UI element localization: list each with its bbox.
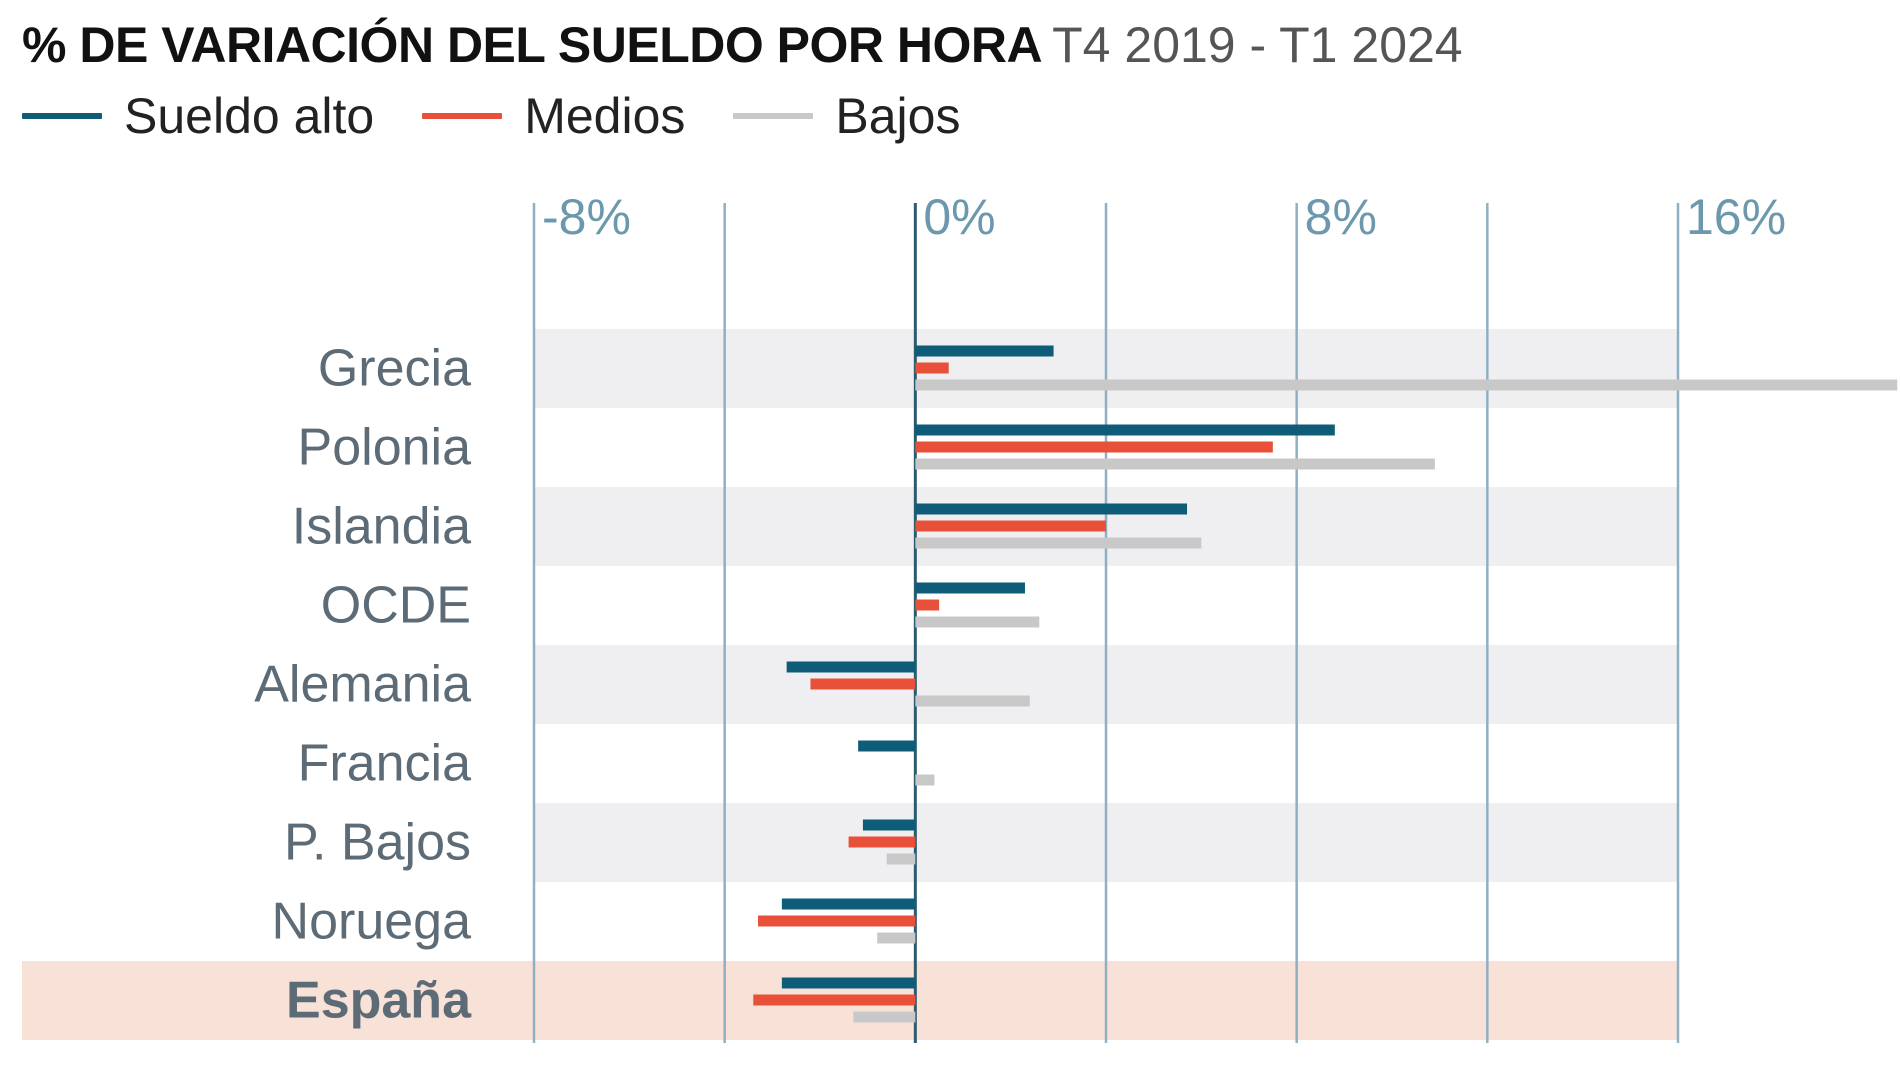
bar-bajos	[915, 537, 1202, 549]
legend-label-medios: Medios	[524, 88, 686, 144]
chart-title: % DE VARIACIÓN DEL SUELDO POR HORA T4 201…	[22, 14, 1463, 76]
bar-sueldo-alto	[915, 424, 1335, 436]
legend-swatch-alto	[22, 113, 102, 119]
legend-item-bajos: Bajos	[733, 87, 960, 145]
legend-item-alto: Sueldo alto	[22, 87, 374, 145]
bar-medios	[915, 362, 949, 374]
bar-sueldo-alto	[862, 819, 916, 831]
bar-sueldo-alto	[781, 977, 916, 989]
bar-bajos	[853, 1011, 916, 1023]
bar-sueldo-alto	[915, 503, 1188, 515]
bar-medios	[848, 836, 916, 848]
x-tick-label: 8%	[1305, 189, 1377, 245]
category-label: Alemania	[254, 656, 471, 714]
bar-sueldo-alto	[786, 661, 916, 673]
category-label: Grecia	[318, 340, 471, 398]
category-label: P. Bajos	[284, 814, 471, 872]
legend-swatch-bajos	[733, 113, 814, 119]
x-tick-label: 0%	[923, 189, 995, 245]
bar-sueldo-alto	[858, 740, 916, 752]
category-label: Francia	[298, 735, 471, 793]
category-label: España	[286, 972, 472, 1030]
bar-bajos	[915, 616, 1040, 628]
chart-title-main: % DE VARIACIÓN DEL SUELDO POR HORA	[22, 17, 1043, 73]
bar-medios	[915, 520, 1106, 532]
x-tick-label: -8%	[542, 189, 631, 245]
category-label: Polonia	[298, 419, 472, 477]
category-label: Islandia	[292, 498, 471, 556]
bar-bajos	[915, 695, 1030, 707]
legend-label-alto: Sueldo alto	[124, 88, 375, 144]
legend-swatch-medios	[422, 113, 503, 119]
bar-sueldo-alto	[915, 582, 1025, 594]
bar-medios	[810, 678, 916, 690]
bar-bajos	[886, 853, 916, 865]
legend: Sueldo alto Medios Bajos	[22, 86, 1008, 146]
bar-medios	[915, 441, 1273, 453]
legend-label-bajos: Bajos	[835, 88, 961, 144]
bar-bajos	[877, 932, 916, 944]
legend-item-medios: Medios	[422, 87, 685, 145]
bar-medios	[753, 994, 916, 1006]
bar-bajos	[915, 458, 1435, 470]
chart-subtitle: T4 2019 - T1 2024	[1052, 17, 1463, 73]
bar-bajos	[915, 774, 935, 786]
bar-bajos	[915, 379, 1898, 391]
bar-medios	[758, 915, 916, 927]
bar-sueldo-alto	[915, 345, 1054, 357]
bar-medios	[915, 599, 940, 611]
bar-sueldo-alto	[781, 898, 916, 910]
category-label: Noruega	[272, 893, 472, 951]
x-tick-label: 16%	[1686, 189, 1786, 245]
category-label: OCDE	[321, 577, 471, 635]
